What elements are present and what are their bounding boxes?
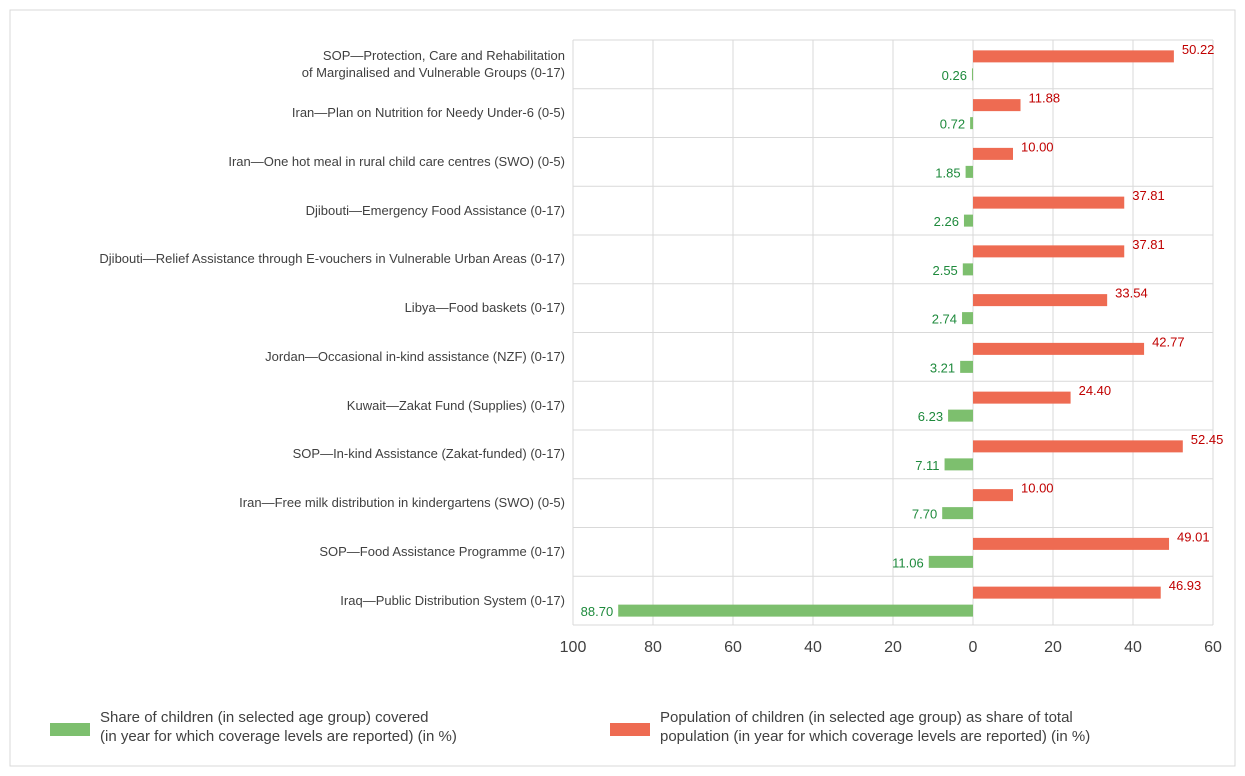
value-label: 42.77 xyxy=(1152,334,1185,349)
x-tick-label: 100 xyxy=(560,639,587,656)
y-tick-label: Iran—Free milk distribution in kindergar… xyxy=(239,495,565,511)
bar xyxy=(973,196,1125,209)
bar xyxy=(928,555,973,568)
value-label: 11.88 xyxy=(1029,91,1061,106)
bar xyxy=(962,263,973,276)
bar xyxy=(973,586,1161,599)
bar xyxy=(618,604,973,617)
y-tick-label: Iran—One hot meal in rural child care ce… xyxy=(228,153,565,169)
bar xyxy=(973,391,1071,404)
frame xyxy=(9,9,1236,767)
bar xyxy=(973,50,1174,63)
bar xyxy=(973,489,1013,502)
x-tick-label: 40 xyxy=(1124,639,1142,656)
bar xyxy=(960,360,973,373)
bar xyxy=(965,165,973,178)
value-label: 37.81 xyxy=(1132,237,1165,252)
value-label: 49.01 xyxy=(1177,529,1210,544)
legend-label: Share of children (in selected age group… xyxy=(100,709,457,745)
x-tick-label: 80 xyxy=(644,639,662,656)
x-tick-label: 20 xyxy=(884,639,902,656)
x-tick-label: 40 xyxy=(804,639,822,656)
value-label: 2.26 xyxy=(934,214,959,229)
y-tick-label: SOP—In-kind Assistance (Zakat-funded) (0… xyxy=(292,446,565,462)
bar xyxy=(973,99,1021,112)
bar xyxy=(962,312,973,325)
bar xyxy=(973,537,1170,550)
y-tick-label: Libya—Food baskets (0-17) xyxy=(404,300,565,316)
y-tick-label: Jordan—Occasional in-kind assistance (NZ… xyxy=(265,348,565,364)
x-tick-label: 60 xyxy=(1204,639,1222,656)
value-label: 10.00 xyxy=(1021,139,1054,154)
x-tick-label: 0 xyxy=(969,639,978,656)
bar xyxy=(971,68,973,81)
value-label: 2.74 xyxy=(932,312,957,327)
value-label: 24.40 xyxy=(1079,383,1112,398)
legend-label: Population of children (in selected age … xyxy=(660,709,1091,745)
value-label: 88.70 xyxy=(581,604,614,619)
value-label: 1.85 xyxy=(935,165,960,180)
bar xyxy=(973,147,1013,160)
bar xyxy=(973,294,1108,307)
value-label: 50.22 xyxy=(1182,42,1215,57)
value-label: 0.26 xyxy=(942,68,967,83)
value-label: 2.55 xyxy=(932,263,957,278)
y-tick-label: Djibouti—Relief Assistance through E-vou… xyxy=(99,251,565,267)
bar xyxy=(944,458,973,471)
bar xyxy=(973,440,1183,453)
legend-swatch xyxy=(610,723,650,736)
value-label: 33.54 xyxy=(1115,286,1148,301)
y-tick-label: SOP—Protection, Care and Rehabilitation … xyxy=(301,48,565,81)
value-label: 7.70 xyxy=(912,507,937,522)
value-label: 0.72 xyxy=(940,117,965,132)
bar xyxy=(973,245,1125,258)
value-label: 7.11 xyxy=(915,458,939,473)
y-tick-label: Djibouti—Emergency Food Assistance (0-17… xyxy=(305,202,565,218)
y-tick-label: SOP—Food Assistance Programme (0-17) xyxy=(319,543,565,559)
y-tick-label: Iraq—Public Distribution System (0-17) xyxy=(340,592,565,608)
x-tick-label: 60 xyxy=(724,639,742,656)
x-tick-label: 20 xyxy=(1044,639,1062,656)
y-tick-label: Kuwait—Zakat Fund (Supplies) (0-17) xyxy=(346,397,565,413)
value-label: 46.93 xyxy=(1169,578,1202,593)
value-label: 10.00 xyxy=(1021,481,1054,496)
value-label: 37.81 xyxy=(1132,188,1165,203)
bar xyxy=(942,507,973,520)
value-label: 52.45 xyxy=(1191,432,1224,447)
bar xyxy=(973,342,1145,355)
value-label: 6.23 xyxy=(918,409,943,424)
bar xyxy=(963,214,973,227)
bar xyxy=(948,409,973,422)
legend-swatch xyxy=(50,723,90,736)
bar xyxy=(970,117,973,130)
value-label: 3.21 xyxy=(930,360,955,375)
y-tick-label: Iran—Plan on Nutrition for Needy Under-6… xyxy=(291,105,565,121)
value-label: 11.06 xyxy=(892,555,924,570)
